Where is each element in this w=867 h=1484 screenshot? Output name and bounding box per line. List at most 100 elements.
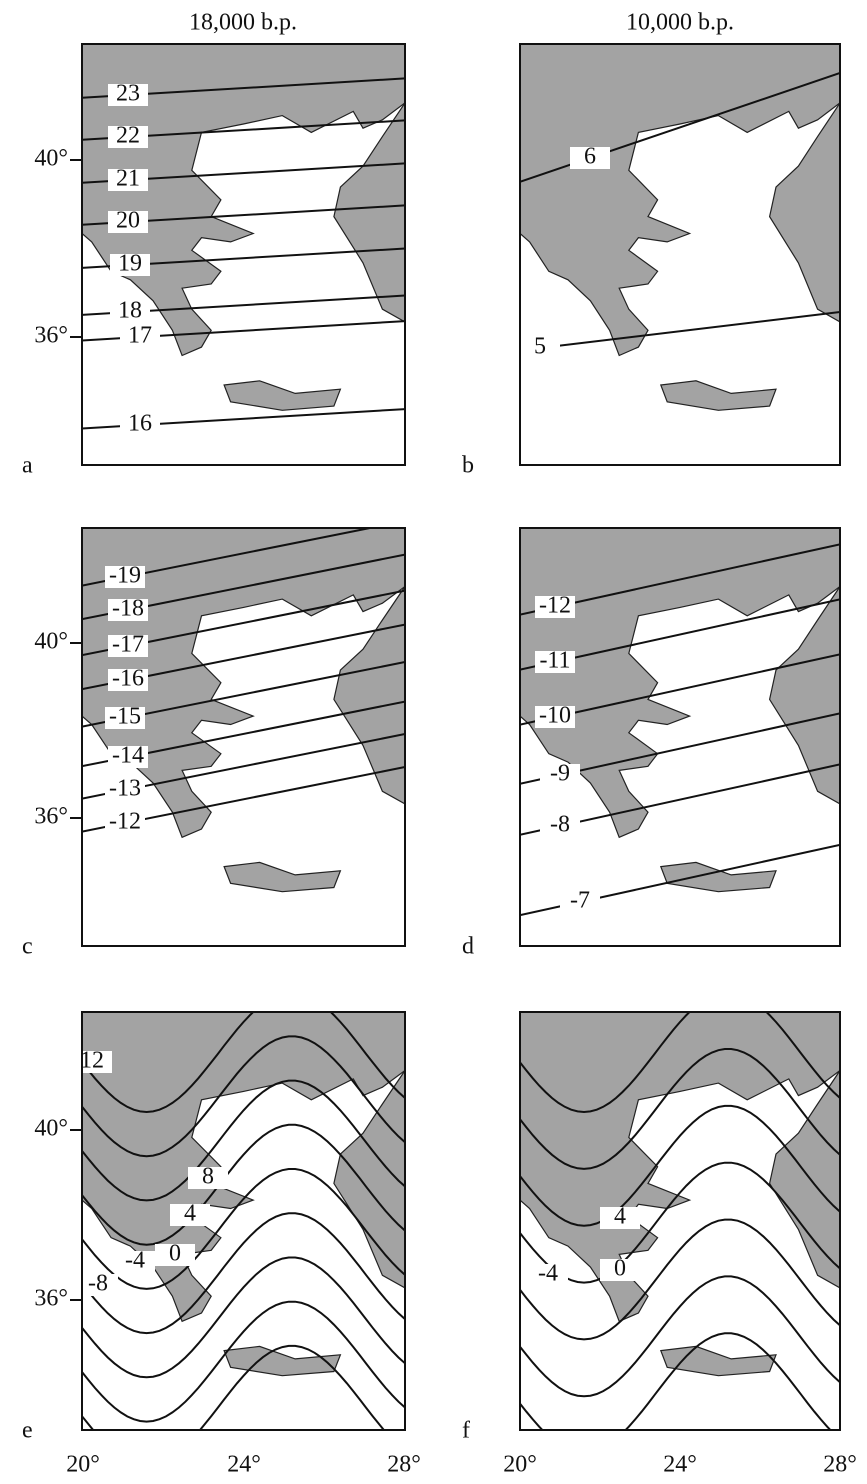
label-bg bbox=[105, 566, 145, 588]
contour-label: 23 bbox=[116, 81, 140, 107]
label-bg bbox=[600, 1259, 640, 1281]
label-bg bbox=[78, 1274, 118, 1296]
land bbox=[520, 1012, 840, 1323]
contour-label: 18 bbox=[118, 298, 142, 324]
contour-label: -8 bbox=[550, 812, 570, 838]
isoline bbox=[82, 1212, 405, 1335]
land bbox=[223, 1345, 342, 1377]
contour-label: -4 bbox=[538, 1261, 558, 1287]
latitude-label: 40° bbox=[34, 1116, 68, 1142]
isoline bbox=[82, 1123, 405, 1246]
label-bg bbox=[155, 1244, 195, 1266]
map-panel: 12 840 -4 -8 bbox=[72, 1011, 406, 1431]
label-bg bbox=[108, 746, 148, 768]
latitude-label: 36° bbox=[34, 1286, 68, 1312]
contour-label: -7 bbox=[570, 888, 590, 914]
panel-frame bbox=[519, 527, 841, 947]
contour-label: -16 bbox=[112, 666, 144, 692]
land bbox=[223, 861, 342, 893]
label-bg bbox=[108, 635, 148, 657]
map-content bbox=[520, 1012, 840, 1430]
land bbox=[659, 380, 777, 411]
contour-label: -9 bbox=[550, 761, 570, 787]
contour-label: -14 bbox=[112, 743, 144, 769]
label-bg bbox=[105, 812, 145, 834]
isoline bbox=[82, 1035, 405, 1158]
longitude-label: 24° bbox=[663, 1452, 697, 1478]
isoline bbox=[82, 1079, 405, 1202]
map-panel: -12 -11 -10 -9 -8 -7 bbox=[519, 527, 841, 947]
isoline bbox=[520, 1218, 840, 1341]
contour-label: 17 bbox=[128, 323, 152, 349]
contour-label: 16 bbox=[128, 411, 152, 437]
contour-label: 8 bbox=[202, 1164, 214, 1190]
latitude-label: 36° bbox=[34, 323, 68, 349]
map-content bbox=[520, 528, 840, 946]
contour-label: 6 bbox=[584, 144, 596, 170]
label-bg bbox=[108, 126, 148, 148]
panel-frame bbox=[519, 43, 841, 466]
isoline bbox=[520, 1275, 840, 1398]
panel-letter: d bbox=[462, 934, 474, 960]
column-title: 10,000 b.p. bbox=[626, 10, 734, 36]
land bbox=[223, 380, 342, 411]
label-bg bbox=[520, 337, 560, 359]
label-bg bbox=[188, 1167, 228, 1189]
contour-label: 22 bbox=[116, 123, 140, 149]
label-bg bbox=[535, 706, 575, 728]
contour-label: -10 bbox=[539, 703, 571, 729]
contour-label: -11 bbox=[539, 648, 570, 674]
map-panel: -19 -18 -17 -16 -15 -14 -13 -12 bbox=[81, 527, 406, 947]
label-bg bbox=[110, 301, 150, 323]
label-bg bbox=[170, 1204, 210, 1226]
column-title: 18,000 b.p. bbox=[189, 10, 297, 36]
isoline bbox=[82, 1344, 386, 1430]
isoline bbox=[82, 1256, 405, 1379]
latitude-label: 40° bbox=[34, 629, 68, 655]
longitude-label: 24° bbox=[227, 1452, 261, 1478]
panel-letter: f bbox=[462, 1418, 470, 1444]
label-bg bbox=[110, 254, 150, 276]
land bbox=[768, 585, 840, 805]
panel-letter: c bbox=[22, 934, 33, 960]
label-bg bbox=[120, 326, 160, 348]
panel-letter: a bbox=[22, 453, 33, 479]
land bbox=[333, 101, 405, 323]
contour-label: 0 bbox=[614, 1256, 626, 1282]
label-bg bbox=[535, 651, 575, 673]
contour-label: 12 bbox=[80, 1048, 104, 1074]
land bbox=[659, 861, 777, 893]
contour-label: -17 bbox=[112, 632, 144, 658]
isoline bbox=[82, 1300, 405, 1423]
panel-frame bbox=[519, 1011, 841, 1431]
label-bg bbox=[108, 84, 148, 106]
contour-label: 20 bbox=[116, 208, 140, 234]
contour-label: -13 bbox=[109, 776, 141, 802]
panel-letter: b bbox=[462, 453, 474, 479]
latitude-label: 36° bbox=[34, 804, 68, 830]
label-bg bbox=[108, 169, 148, 191]
label-bg bbox=[108, 599, 148, 621]
isoline bbox=[82, 1168, 405, 1290]
label-bg bbox=[108, 669, 148, 691]
label-bg bbox=[535, 596, 575, 618]
land bbox=[82, 44, 405, 357]
longitude-label: 20° bbox=[66, 1452, 100, 1478]
contour-label: 19 bbox=[118, 251, 142, 277]
land bbox=[768, 1069, 840, 1289]
latitude-label: 40° bbox=[34, 146, 68, 172]
land bbox=[520, 528, 840, 839]
label-bg bbox=[570, 147, 610, 169]
label-bg bbox=[540, 764, 580, 786]
label-bg bbox=[115, 1251, 155, 1273]
label-bg bbox=[560, 891, 600, 913]
contour-label: -15 bbox=[109, 704, 141, 730]
contour-label: 4 bbox=[614, 1204, 626, 1230]
panel-frame bbox=[81, 43, 406, 466]
contour-label: -12 bbox=[539, 593, 571, 619]
contour-label: 4 bbox=[184, 1201, 196, 1227]
isoline bbox=[520, 1161, 840, 1284]
contour-label: 21 bbox=[116, 166, 140, 192]
